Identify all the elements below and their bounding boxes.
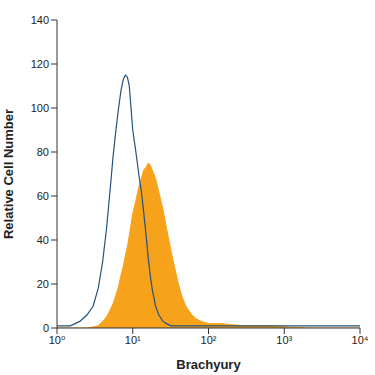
svg-text:10⁰: 10⁰ [49, 334, 66, 346]
svg-text:Relative Cell Number: Relative Cell Number [8, 109, 16, 239]
svg-text:Brachyury: Brachyury [176, 357, 241, 372]
svg-text:100: 100 [31, 102, 49, 114]
svg-text:10⁴: 10⁴ [352, 334, 367, 346]
svg-text:60: 60 [37, 190, 49, 202]
svg-text:0: 0 [43, 322, 49, 334]
svg-text:20: 20 [37, 278, 49, 290]
svg-text:140: 140 [31, 14, 49, 26]
svg-text:120: 120 [31, 58, 49, 70]
svg-text:10¹: 10¹ [125, 334, 141, 346]
svg-text:10³: 10³ [276, 334, 292, 346]
svg-text:40: 40 [37, 234, 49, 246]
svg-text:10²: 10² [201, 334, 217, 346]
svg-text:80: 80 [37, 146, 49, 158]
